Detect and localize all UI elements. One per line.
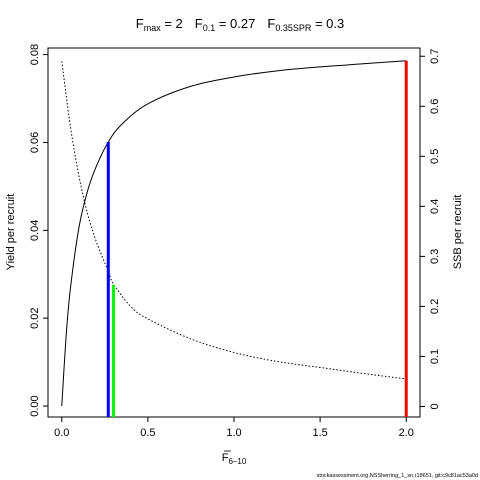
chart-title: Fmax = 2 F0.1 = 0.27 F0.35SPR = 0.3 bbox=[136, 16, 344, 33]
x-axis-label: F6–10 bbox=[222, 452, 247, 466]
y-left-tick-label: 0.08 bbox=[29, 44, 41, 65]
y-right-tick-label: 0.4 bbox=[429, 199, 441, 214]
y-left-tick-label: 0.06 bbox=[29, 132, 41, 153]
plot-frame bbox=[47, 47, 421, 418]
y-right-tick-label: 0.2 bbox=[429, 299, 441, 314]
ssb-per-recruit-line bbox=[61, 61, 407, 380]
series-layer bbox=[61, 60, 407, 407]
y-left-tick-label: 0.04 bbox=[29, 220, 41, 241]
y-left-tick-label: 0.02 bbox=[29, 307, 41, 328]
reference-lines bbox=[106, 60, 408, 417]
yield-per-recruit-line bbox=[61, 60, 407, 407]
x-tick-label: 1.5 bbox=[312, 427, 327, 439]
x-tick-label: 1.0 bbox=[226, 427, 241, 439]
x-tick-label: 0.5 bbox=[140, 427, 155, 439]
y-right-tick-label: 0.5 bbox=[429, 149, 441, 164]
footer-caption: stockassessment.org,NSSherring_1_sn,r186… bbox=[317, 473, 478, 479]
y-right-tick-label: 0.7 bbox=[429, 49, 441, 64]
y-left-tick-label: 0.00 bbox=[29, 395, 41, 416]
y-right-tick-label: 0.1 bbox=[429, 349, 441, 364]
y-right-axis-label: SSB per recruit bbox=[452, 195, 464, 270]
y-left-axis-label: Yield per recruit bbox=[5, 194, 17, 271]
y-right-tick-label: 0.3 bbox=[429, 249, 441, 264]
y-right-tick-label: 0 bbox=[429, 403, 441, 409]
x-tick-label: 0.0 bbox=[54, 427, 69, 439]
y-right-tick-label: 0.6 bbox=[429, 99, 441, 114]
x-tick-label: 2.0 bbox=[399, 427, 414, 439]
axes: 0.0 0.5 1.0 1.5 2.0 0.00 0.02 0.04 0.06 0.08 0 0.1 0… bbox=[29, 44, 441, 439]
